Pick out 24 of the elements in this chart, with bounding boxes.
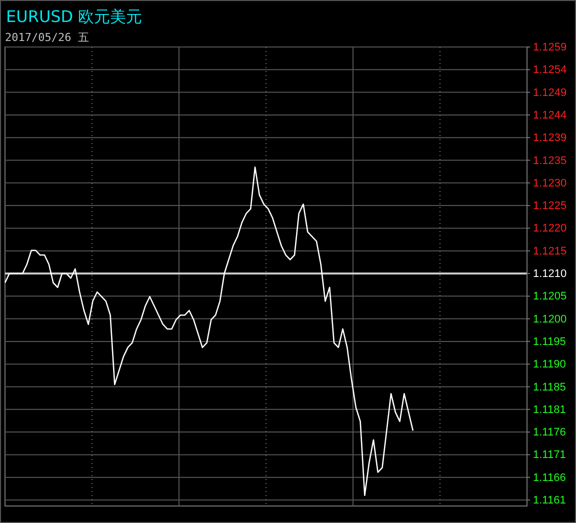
y-tick-label: 1.1195 [533, 336, 566, 348]
y-tick-label: 1.1235 [533, 154, 567, 167]
y-tick-label: 1.1220 [533, 222, 567, 235]
y-tick-label: 1.1185 [533, 381, 566, 394]
y-tick-label: 1.1161 [533, 494, 566, 507]
line-series [4, 166, 414, 496]
y-tick-label: 1.1181 [533, 404, 566, 416]
y-tick-label: 1.1249 [533, 86, 567, 99]
y-tick-label: 1.1176 [533, 426, 566, 439]
y-tick-label: 1.1210 [533, 268, 567, 280]
y-tick-label: 1.1171 [533, 449, 566, 462]
y-tick-label: 1.1254 [533, 64, 567, 76]
y-tick-label: 1.1230 [533, 177, 567, 190]
y-tick-label: 1.1166 [533, 472, 566, 484]
chart-title: EURUSD 欧元美元 [6, 7, 142, 26]
y-tick-label: 1.1259 [533, 42, 567, 54]
y-tick-label: 1.1244 [533, 109, 567, 122]
y-tick-label: 1.1200 [533, 313, 567, 326]
y-tick-label: 1.1239 [533, 132, 567, 144]
y-tick-label: 1.1205 [533, 290, 567, 303]
y-tick-label: 1.1190 [533, 358, 566, 371]
chart-subtitle: 2017/05/26 五 [5, 31, 89, 44]
y-tick-label: 1.1215 [533, 245, 567, 258]
y-tick-label: 1.1225 [533, 200, 567, 212]
